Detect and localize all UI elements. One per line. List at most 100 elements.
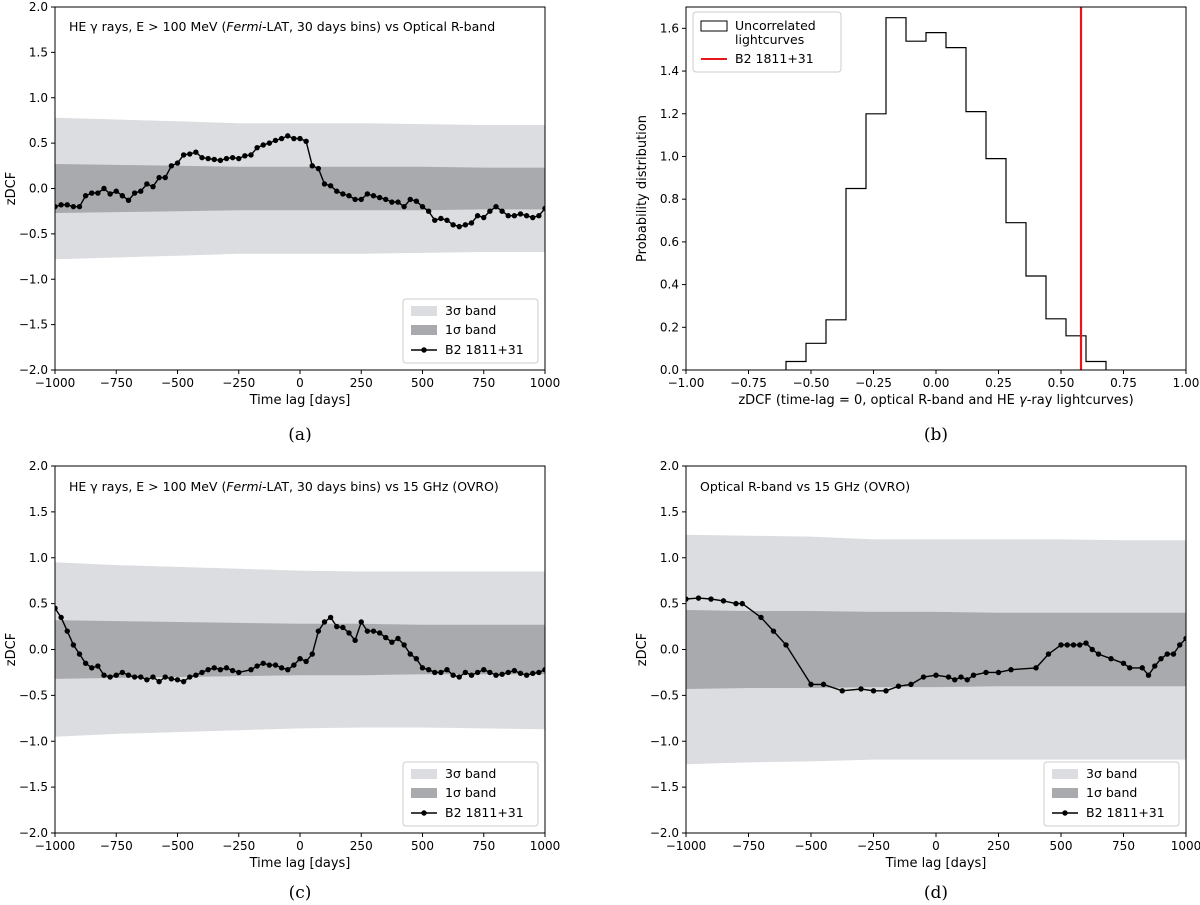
x-tick-label: −0.50 (793, 376, 830, 390)
data-point (58, 202, 64, 208)
data-point (217, 666, 224, 673)
data-point (1089, 646, 1095, 653)
y-tick-label: −0.5 (650, 688, 679, 702)
data-point (334, 623, 340, 630)
sigma1-band (55, 620, 545, 679)
x-tick-label: 0.50 (1048, 376, 1075, 390)
data-point (309, 651, 315, 657)
y-tick-label: −1.0 (19, 272, 48, 286)
data-point (389, 639, 395, 645)
data-point (144, 181, 150, 187)
data-point (493, 203, 499, 210)
data-point (236, 669, 242, 676)
y-tick-label: 2.0 (660, 459, 679, 473)
legend-swatch-sigma3 (1052, 769, 1078, 779)
x-tick-label: 250 (350, 839, 373, 853)
x-tick-label: −750 (100, 839, 133, 853)
data-point (346, 193, 352, 199)
data-point (499, 208, 505, 214)
data-point (474, 669, 481, 676)
data-point (933, 672, 939, 678)
data-point (76, 203, 83, 210)
x-axis-label: zDCF (time-lag = 0, optical R-band and H… (738, 393, 1133, 408)
data-point (1045, 651, 1052, 657)
data-point (432, 669, 438, 676)
x-tick-label: 750 (472, 839, 495, 853)
data-point (315, 628, 322, 634)
data-point (309, 163, 315, 169)
x-tick-label: −250 (222, 376, 255, 390)
data-point (720, 598, 727, 604)
data-point (229, 667, 236, 674)
data-point (895, 683, 902, 689)
data-point (193, 672, 199, 678)
data-point (474, 213, 481, 219)
data-point (952, 677, 958, 683)
data-point (82, 193, 89, 199)
data-point (462, 222, 469, 228)
data-point (438, 215, 444, 222)
data-point (248, 152, 254, 158)
y-tick-label: 1.5 (29, 505, 48, 519)
y-tick-label: −1.5 (19, 318, 48, 332)
y-tick-label: −2.0 (650, 826, 679, 840)
data-point (303, 658, 309, 665)
x-tick-label: −500 (161, 376, 194, 390)
data-point (858, 686, 864, 692)
x-axis-label-part: zDCF (time-lag = 0, optical R-band and H… (738, 393, 1019, 408)
data-point (364, 191, 371, 197)
data-point (278, 135, 285, 142)
panel-title: HE γ rays, E > 100 MeV (Fermi-LAT, 30 da… (69, 19, 495, 34)
panel-title: HE γ rays, E > 100 MeV (Fermi-LAT, 30 da… (69, 479, 499, 494)
panel-b: −1.00 −0.75 −0.50 −0.25 0.00 0.25 0.50 0.75 1.00… (635, 6, 1199, 445)
y-tick-label: 1.0 (660, 149, 679, 163)
x-tick-label: −1000 (666, 839, 707, 853)
data-point (303, 138, 309, 145)
data-point (107, 674, 113, 680)
data-point (908, 681, 914, 688)
data-point (1064, 642, 1070, 648)
data-point (150, 674, 156, 680)
legend-entry: 1σ band (1086, 785, 1137, 800)
data-point (708, 596, 714, 602)
y-tick-label: 2.0 (29, 0, 48, 14)
data-point (517, 211, 524, 217)
data-point (444, 666, 450, 673)
legend-swatch-hist (700, 20, 728, 32)
data-point (55, 605, 58, 611)
data-point (383, 196, 389, 203)
data-point (1145, 672, 1152, 678)
x-tick-label: −750 (732, 839, 765, 853)
data-point (113, 188, 119, 194)
legend-swatch-sigma3 (411, 769, 437, 779)
y-tick-label: 0.8 (660, 192, 679, 206)
data-point (1158, 655, 1164, 662)
data-point (401, 642, 407, 648)
data-point (162, 174, 168, 181)
data-point (487, 208, 493, 214)
y-tick-label: −2.0 (19, 363, 48, 377)
data-point (450, 222, 456, 228)
data-point (125, 197, 132, 203)
data-point (180, 152, 187, 158)
x-tick-label: 0.75 (1110, 376, 1137, 390)
data-point (499, 671, 505, 677)
data-point (180, 678, 187, 685)
data-point (523, 213, 530, 219)
data-point (70, 203, 77, 210)
y-axis-label: Probability distribution (635, 115, 650, 262)
panel-title-part: Fermi (226, 479, 262, 494)
y-tick-label: 0.5 (660, 597, 679, 611)
data-point (340, 191, 346, 197)
data-point (272, 662, 279, 668)
data-point (783, 642, 789, 648)
x-tick-label: −500 (161, 839, 194, 853)
data-point (211, 156, 217, 163)
data-point (481, 666, 487, 673)
data-point (291, 662, 297, 668)
data-point (370, 193, 377, 199)
x-tick-label: 1000 (530, 376, 561, 390)
panel-title: Optical R-band vs 15 GHz (OVRO) (700, 479, 910, 494)
data-point (242, 153, 248, 159)
x-tick-label: −250 (222, 839, 255, 853)
